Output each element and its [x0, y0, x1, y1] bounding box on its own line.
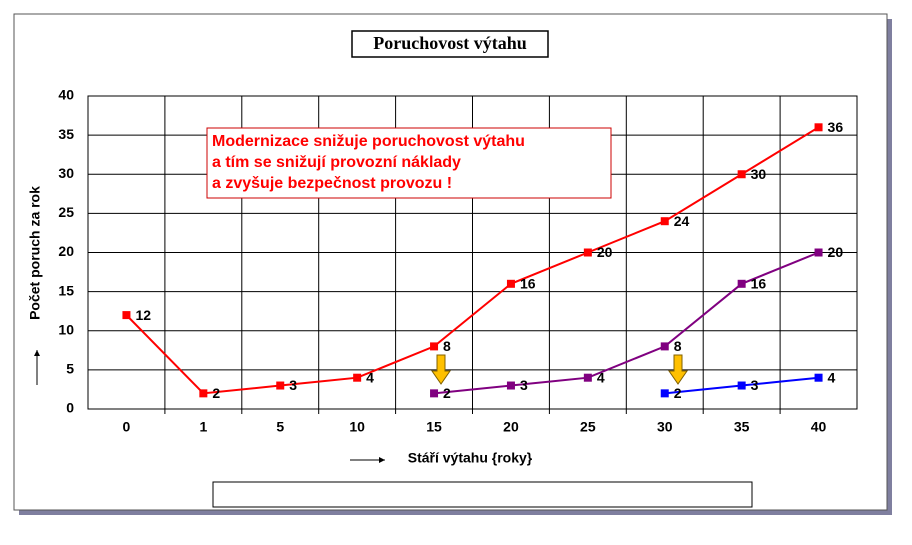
x-tick-label: 1 — [199, 419, 207, 435]
data-label: 20 — [828, 244, 844, 260]
x-tick-label: 15 — [426, 419, 442, 435]
data-label: 3 — [289, 377, 297, 393]
y-tick-label: 15 — [58, 282, 74, 298]
marker — [430, 342, 439, 351]
marker — [276, 381, 285, 390]
marker — [737, 279, 746, 288]
marker — [506, 381, 515, 390]
x-tick-label: 30 — [657, 419, 673, 435]
x-axis-label: Stáří výtahu {roky} — [408, 450, 533, 466]
data-label: 12 — [135, 307, 151, 323]
marker — [199, 389, 208, 398]
x-tick-label: 0 — [123, 419, 131, 435]
x-tick-label: 20 — [503, 419, 519, 435]
y-tick-label: 0 — [66, 400, 74, 416]
y-axis-label: Počet poruch za rok — [27, 186, 43, 320]
x-tick-label: 35 — [734, 419, 750, 435]
marker — [506, 279, 515, 288]
x-arrow-head — [379, 457, 385, 463]
y-tick-label: 35 — [58, 126, 74, 142]
legend — [212, 481, 753, 508]
data-label: 20 — [597, 244, 613, 260]
y-tick-label: 30 — [58, 165, 74, 181]
data-label: 4 — [366, 369, 374, 385]
data-label: 2 — [212, 385, 220, 401]
data-label: 8 — [443, 338, 451, 354]
marker — [583, 373, 592, 382]
y-tick-label: 40 — [58, 87, 74, 103]
data-label: 2 — [674, 385, 682, 401]
title-box — [351, 30, 549, 58]
marker — [430, 389, 439, 398]
data-label: 3 — [520, 377, 528, 393]
x-tick-label: 40 — [811, 419, 827, 435]
annotation-box — [206, 127, 612, 199]
data-label: 30 — [751, 166, 767, 182]
data-label: 4 — [828, 369, 836, 385]
y-arrow-head — [34, 350, 40, 356]
y-tick-label: 5 — [66, 361, 74, 377]
x-tick-label: 10 — [349, 419, 365, 435]
annotation-line: a zvyšuje bezpečnost provozu ! — [212, 175, 452, 192]
data-label: 16 — [520, 276, 536, 292]
marker — [122, 311, 131, 320]
y-tick-label: 20 — [58, 243, 74, 259]
data-label: 4 — [597, 369, 605, 385]
y-tick-label: 25 — [58, 204, 74, 220]
marker — [660, 389, 669, 398]
data-label: 3 — [751, 377, 759, 393]
marker — [814, 248, 823, 257]
annotation-line: a tím se snižují provozní náklady — [212, 154, 461, 171]
data-label: 36 — [828, 119, 844, 135]
modernization-arrow — [668, 354, 688, 385]
series-line — [125, 126, 820, 395]
series-line — [433, 251, 819, 395]
marker — [583, 248, 592, 257]
chart-title: Poruchovost výtahu — [373, 33, 527, 53]
marker — [814, 123, 823, 132]
marker — [353, 373, 362, 382]
marker — [737, 170, 746, 179]
annotation-line: Modernizace snižuje poruchovost výtahu — [212, 133, 525, 150]
modernization-arrow — [431, 354, 451, 385]
marker — [737, 381, 746, 390]
data-label: 8 — [674, 338, 682, 354]
marker — [660, 342, 669, 351]
data-label: 2 — [443, 385, 451, 401]
marker — [814, 373, 823, 382]
data-label: 16 — [751, 276, 767, 292]
data-label: 24 — [674, 213, 690, 229]
marker — [660, 217, 669, 226]
x-tick-label: 5 — [276, 419, 284, 435]
y-tick-label: 10 — [58, 321, 74, 337]
x-tick-label: 25 — [580, 419, 596, 435]
